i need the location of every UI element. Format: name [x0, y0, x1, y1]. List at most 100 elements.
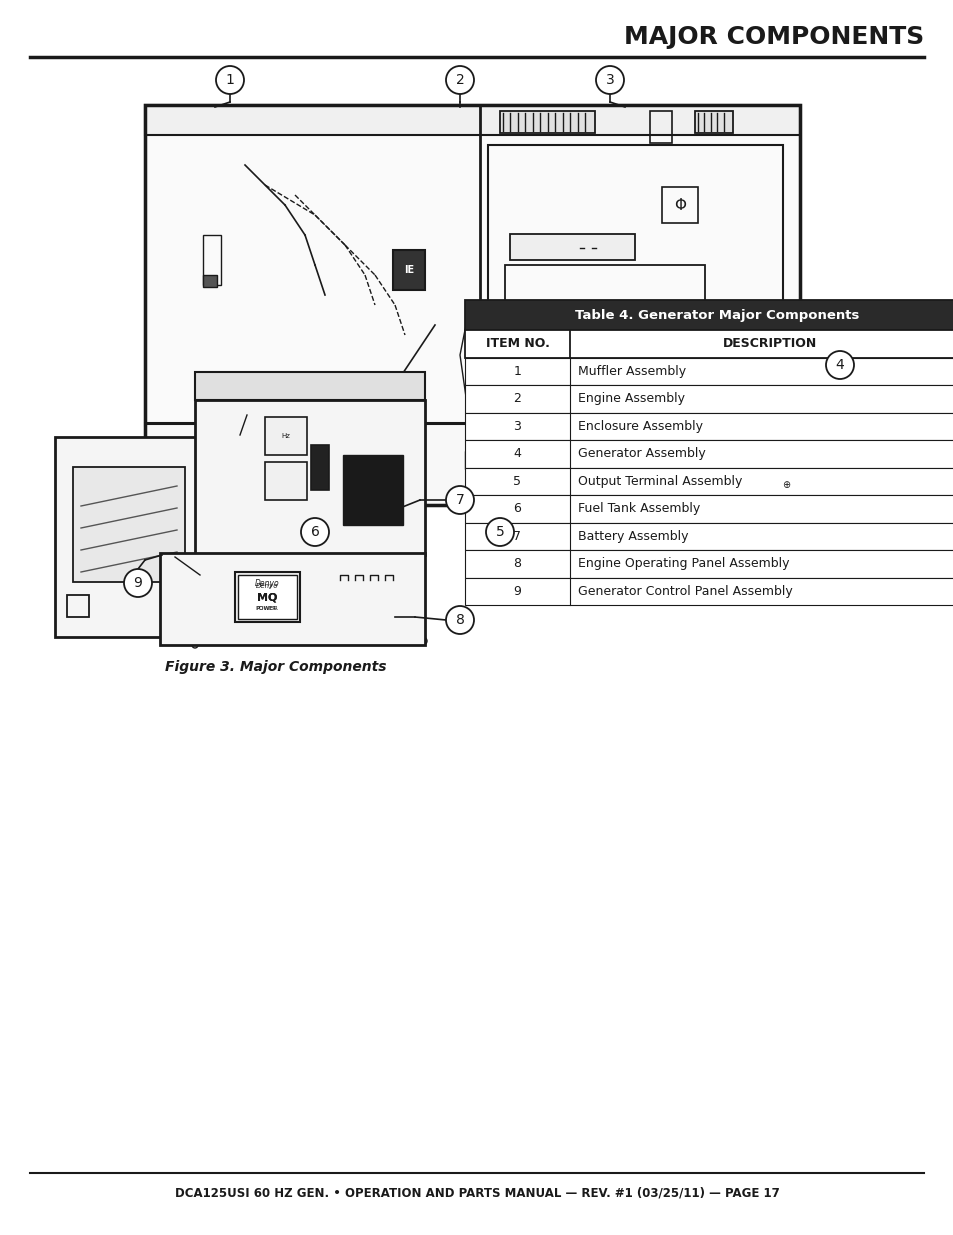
- Bar: [145, 105, 800, 425]
- Text: 9: 9: [513, 584, 521, 598]
- Bar: [393, 249, 424, 290]
- Bar: [145, 105, 800, 505]
- Bar: [67, 595, 89, 618]
- Bar: [495, 190, 724, 375]
- Bar: [194, 372, 424, 400]
- Text: 8: 8: [456, 613, 464, 627]
- Bar: [495, 451, 515, 469]
- Circle shape: [215, 65, 244, 94]
- Bar: [464, 300, 953, 330]
- Bar: [330, 580, 405, 635]
- Text: 5: 5: [513, 474, 521, 488]
- Bar: [145, 105, 800, 135]
- Circle shape: [825, 351, 853, 379]
- Bar: [157, 396, 307, 415]
- Text: POWER: POWER: [256, 605, 276, 610]
- Bar: [265, 462, 307, 500]
- Text: 7: 7: [513, 530, 521, 542]
- Text: 2: 2: [513, 393, 521, 405]
- Text: 8: 8: [513, 557, 521, 571]
- Circle shape: [124, 569, 152, 597]
- Text: ⊕: ⊕: [781, 480, 789, 490]
- Bar: [661, 186, 698, 224]
- Bar: [194, 400, 424, 555]
- Bar: [464, 357, 953, 385]
- Text: IE: IE: [403, 266, 414, 275]
- Bar: [345, 210, 435, 320]
- Circle shape: [227, 509, 258, 541]
- Bar: [311, 445, 329, 490]
- Text: 1: 1: [513, 364, 521, 378]
- Bar: [495, 432, 760, 496]
- Circle shape: [218, 412, 262, 457]
- Bar: [464, 495, 953, 522]
- Text: Output Terminal Assembly: Output Terminal Assembly: [578, 474, 741, 488]
- Bar: [464, 412, 953, 440]
- Bar: [488, 144, 782, 385]
- Bar: [203, 275, 216, 287]
- Text: POWER: POWER: [255, 605, 278, 610]
- Text: Engine Assembly: Engine Assembly: [578, 393, 684, 405]
- Text: 6: 6: [513, 503, 521, 515]
- Bar: [343, 454, 402, 525]
- Bar: [55, 437, 210, 637]
- Bar: [464, 550, 953, 578]
- Bar: [778, 477, 793, 493]
- Circle shape: [446, 65, 474, 94]
- Circle shape: [596, 65, 623, 94]
- Bar: [504, 266, 704, 359]
- Text: DESCRIPTION: DESCRIPTION: [722, 337, 817, 351]
- Circle shape: [485, 517, 514, 546]
- Bar: [73, 467, 185, 582]
- Bar: [510, 233, 635, 261]
- Bar: [464, 440, 953, 468]
- Bar: [464, 385, 953, 412]
- Text: Battery Assembly: Battery Assembly: [578, 530, 688, 542]
- Circle shape: [301, 517, 329, 546]
- Bar: [499, 111, 595, 133]
- Text: MQ: MQ: [256, 592, 277, 601]
- Text: ITEM NO.: ITEM NO.: [485, 337, 549, 351]
- Text: 3: 3: [605, 73, 614, 86]
- Bar: [157, 144, 436, 400]
- Circle shape: [227, 464, 258, 496]
- Text: 6: 6: [311, 525, 319, 538]
- Text: Denyo: Denyo: [255, 583, 278, 589]
- Text: Fuel Tank Assembly: Fuel Tank Assembly: [578, 503, 700, 515]
- Text: DCA125USI 60 HZ GEN. • OPERATION AND PARTS MANUAL — REV. #1 (03/25/11) — PAGE 17: DCA125USI 60 HZ GEN. • OPERATION AND PAR…: [174, 1187, 779, 1199]
- Bar: [464, 330, 953, 357]
- Circle shape: [446, 487, 474, 514]
- Bar: [649, 111, 671, 143]
- Text: Generator Assembly: Generator Assembly: [578, 447, 705, 461]
- Text: 4: 4: [835, 358, 843, 372]
- Bar: [464, 468, 953, 495]
- Text: MQ: MQ: [256, 593, 277, 603]
- Bar: [464, 451, 493, 469]
- Text: Figure 3. Major Components: Figure 3. Major Components: [165, 659, 386, 674]
- Bar: [160, 553, 424, 645]
- Text: 2: 2: [456, 73, 464, 86]
- Text: Generator Control Panel Assembly: Generator Control Panel Assembly: [578, 584, 792, 598]
- Text: 3: 3: [513, 420, 521, 432]
- Bar: [237, 576, 296, 619]
- Text: Engine Operating Panel Assembly: Engine Operating Panel Assembly: [578, 557, 789, 571]
- Bar: [464, 522, 953, 550]
- Bar: [203, 235, 221, 285]
- Text: 4: 4: [513, 447, 521, 461]
- Text: MAJOR COMPONENTS: MAJOR COMPONENTS: [623, 25, 923, 49]
- Bar: [265, 417, 307, 454]
- Text: 5: 5: [496, 525, 504, 538]
- Text: 1: 1: [225, 73, 234, 86]
- Bar: [145, 424, 800, 505]
- Text: Φ: Φ: [673, 198, 685, 212]
- Text: Muffler Assembly: Muffler Assembly: [578, 364, 685, 378]
- Text: Enclosure Assembly: Enclosure Assembly: [578, 420, 702, 432]
- Bar: [234, 572, 299, 622]
- Circle shape: [446, 606, 474, 634]
- Text: Hz: Hz: [281, 433, 290, 438]
- Text: 9: 9: [133, 576, 142, 590]
- Bar: [160, 432, 359, 496]
- Text: 7: 7: [456, 493, 464, 508]
- Bar: [695, 111, 732, 133]
- Text: Table 4. Generator Major Components: Table 4. Generator Major Components: [575, 309, 859, 321]
